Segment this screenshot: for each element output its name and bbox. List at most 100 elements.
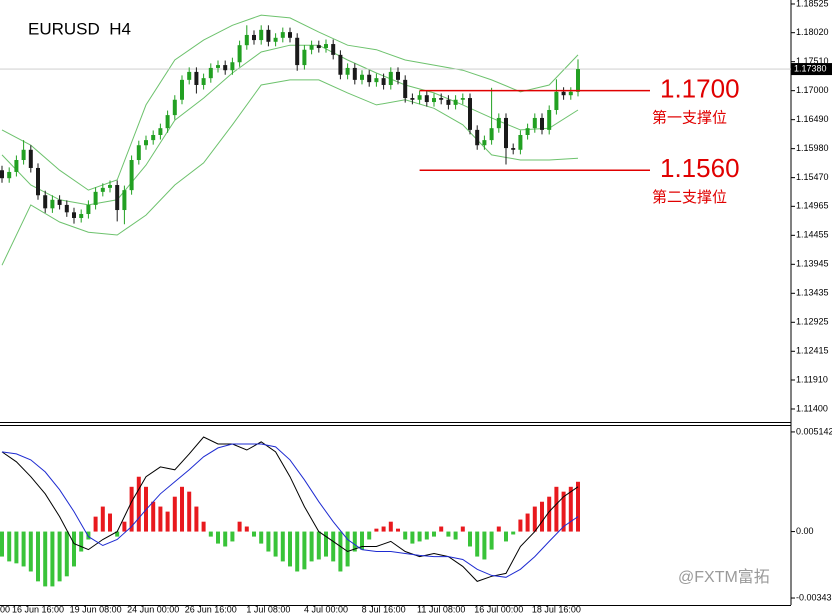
histogram-bar [468, 531, 472, 547]
histogram-bar [172, 496, 177, 532]
y-tick-label: 1.17000 [796, 85, 829, 95]
candle-body [424, 95, 429, 103]
candle-body [230, 62, 235, 71]
candle-body [338, 54, 343, 75]
candle-body [216, 65, 220, 68]
support-label: 1.1560 [660, 153, 740, 183]
candle-body [432, 98, 436, 103]
candle-body [316, 45, 321, 49]
candle-body [14, 160, 19, 172]
candle-body [100, 187, 105, 192]
histogram-bar [129, 486, 134, 532]
candle-body [381, 78, 386, 85]
candle-body [331, 44, 336, 55]
candle-body [288, 32, 292, 38]
histogram-bar [36, 531, 40, 582]
y-tick-label: 1.18020 [796, 27, 829, 37]
candle-body [396, 71, 400, 80]
histogram-bar [360, 531, 364, 550]
candle-body [172, 99, 177, 116]
candle-body [223, 65, 228, 71]
histogram-bar [0, 531, 4, 557]
histogram-bar [230, 531, 235, 542]
histogram-bar [489, 531, 494, 550]
candle-body [50, 199, 55, 209]
candle-body [410, 98, 415, 100]
histogram-bar [72, 531, 76, 567]
histogram-bar [482, 531, 487, 560]
candle-body [417, 95, 422, 100]
y-tick-label: 0.0051425 [796, 426, 832, 436]
candle-body [439, 98, 444, 100]
y-tick-label: 1.12415 [796, 346, 829, 356]
histogram-bar [374, 528, 379, 532]
candle-body [194, 71, 199, 85]
candle-body [489, 128, 494, 141]
candle-body [208, 67, 213, 79]
candle-body [237, 45, 242, 63]
x-tick-label: 24 Jun 00:00 [127, 604, 179, 614]
candle-body [568, 91, 573, 96]
band-line [1, 14, 579, 191]
candle-body [453, 99, 458, 105]
histogram-bar [295, 531, 300, 572]
histogram-bar [259, 531, 264, 544]
histogram-bar [108, 513, 112, 532]
candle-body [0, 170, 4, 179]
candle-body [201, 78, 206, 85]
histogram-bar [21, 531, 26, 567]
candle-body [266, 29, 271, 42]
histogram-bar [187, 491, 192, 532]
y-tick-label: -0.00343 [796, 592, 832, 602]
candle-body [244, 34, 249, 46]
band-line [1, 79, 579, 266]
histogram-bar [180, 486, 184, 532]
x-tick-label: 8 Jul 16:00 [362, 604, 406, 614]
candle-body [496, 117, 501, 129]
histogram-bar [151, 501, 156, 532]
y-tick-label: 1.13945 [796, 259, 829, 269]
x-tick-label: 11 Jul 08:00 [417, 604, 465, 614]
candle-body [561, 91, 566, 96]
histogram-bar [331, 531, 336, 562]
watermark: @FXTM富拓 [678, 568, 770, 586]
candle-body [388, 71, 393, 85]
candle-body [259, 29, 264, 41]
histogram-bar [50, 531, 55, 587]
candle-body [108, 185, 112, 188]
candle-body [180, 79, 184, 100]
histogram-bar [324, 531, 328, 557]
candle-body [151, 135, 156, 141]
candle-body [518, 135, 523, 150]
histogram-bar [547, 496, 552, 532]
histogram-bar [115, 531, 120, 537]
support-note: 第二支撑位 [652, 188, 727, 206]
y-tick-label: 1.11400 [796, 403, 828, 413]
candle-body [345, 67, 350, 75]
candle-body [576, 69, 580, 92]
chart-title: EURUSD H4 [28, 19, 131, 38]
y-tick-label: 1.13435 [796, 288, 829, 298]
histogram-bar [43, 531, 48, 587]
candle-body [43, 195, 48, 209]
last-price-box [791, 63, 832, 76]
histogram-bar [273, 531, 278, 557]
histogram-bar [280, 531, 285, 562]
histogram-bar [518, 519, 523, 532]
histogram-bar [439, 526, 444, 532]
histogram-bar [540, 501, 544, 532]
histogram-bar [446, 531, 451, 537]
candle-body [21, 149, 26, 161]
histogram-bar [576, 481, 580, 532]
histogram-bar [165, 511, 170, 532]
candle-body [554, 91, 559, 110]
histogram-bar [266, 531, 271, 552]
histogram-bar [554, 486, 559, 532]
histogram-bar [252, 531, 256, 537]
candle-body [129, 160, 134, 191]
histogram-bar [302, 531, 307, 570]
candle-body [36, 167, 40, 196]
histogram-bar [136, 476, 141, 532]
y-tick-label: 1.14965 [796, 201, 829, 211]
